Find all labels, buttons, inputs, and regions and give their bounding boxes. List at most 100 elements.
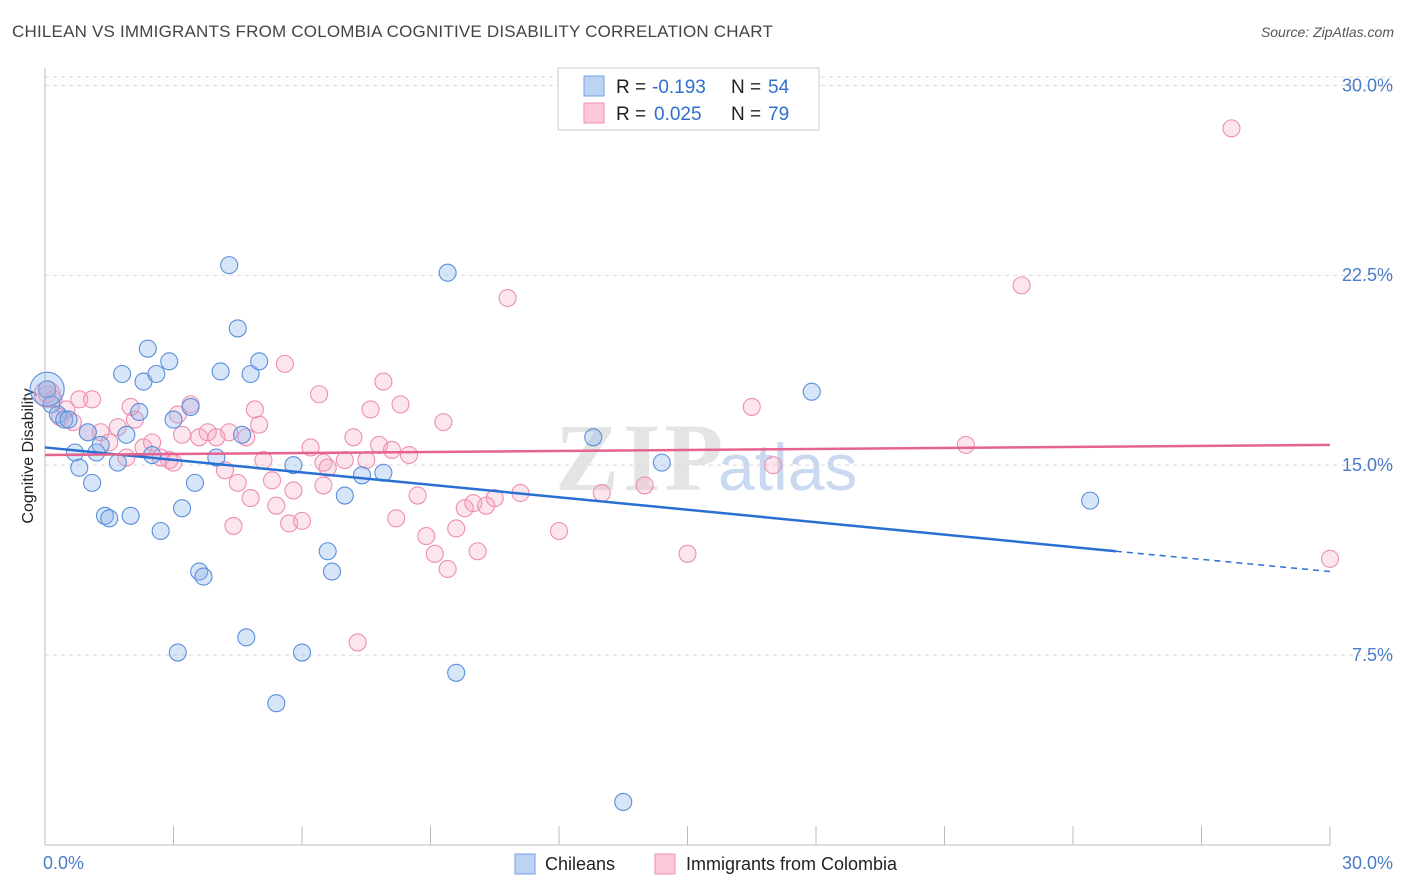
y-tick-label: 22.5%	[1342, 265, 1393, 285]
data-point-chileans	[1081, 491, 1100, 510]
y-axis-label: Cognitive Disability	[20, 388, 37, 523]
data-point-chileans	[147, 364, 166, 384]
colombia-points	[33, 119, 1340, 652]
data-point-colombia	[344, 428, 363, 447]
data-point-colombia	[262, 471, 282, 490]
legend-swatch-colombia	[583, 102, 605, 124]
data-point-chileans	[121, 506, 140, 525]
data-point-chileans	[438, 263, 457, 282]
data-point-chileans	[802, 382, 821, 401]
data-point-chileans	[100, 509, 119, 528]
trend-line-colombia	[44, 443, 1331, 457]
data-point-chileans	[138, 339, 157, 358]
data-point-chileans	[78, 423, 97, 442]
data-point-chileans	[42, 395, 61, 414]
data-point-chileans	[194, 567, 213, 586]
bottom-legend-colombia: Immigrants from Colombia	[686, 854, 898, 874]
data-point-colombia	[250, 415, 269, 434]
data-point-colombia	[382, 440, 402, 460]
data-point-chileans	[652, 453, 671, 472]
data-point-colombia	[173, 425, 192, 444]
legend-swatch-chileans	[583, 75, 605, 97]
trend-lines	[44, 443, 1331, 573]
data-point-colombia	[485, 489, 504, 508]
bottom-legend-chileans: Chileans	[545, 854, 615, 874]
data-point-colombia	[764, 456, 783, 475]
data-point-chileans	[117, 425, 136, 444]
data-point-colombia	[348, 633, 367, 652]
data-point-chileans	[322, 562, 342, 581]
data-point-colombia	[455, 499, 474, 518]
data-point-colombia	[198, 423, 217, 442]
legend-r-value-2: 0.025	[654, 104, 702, 125]
legend-r-value-1: -0.193	[652, 77, 706, 98]
trend-line-chileans	[44, 446, 1116, 553]
data-point-chileans	[447, 663, 466, 682]
data-point-colombia	[241, 489, 260, 508]
data-point-colombia	[335, 451, 354, 470]
data-point-colombia	[164, 453, 183, 472]
data-point-colombia	[408, 486, 427, 505]
data-point-chileans	[250, 352, 269, 371]
data-point-colombia	[374, 372, 393, 391]
data-point-colombia	[400, 445, 419, 465]
data-point-chileans	[164, 410, 183, 429]
data-point-colombia	[228, 473, 247, 492]
data-point-colombia	[468, 542, 487, 561]
trend-line-chileans-extension	[1115, 550, 1331, 573]
data-point-colombia	[742, 397, 761, 416]
y-tick-label: 15.0%	[1342, 455, 1393, 475]
data-point-chileans	[108, 453, 127, 472]
y-tick-label: 30.0%	[1342, 75, 1393, 95]
data-point-chileans	[168, 643, 187, 662]
source-label: Source: ZipAtlas.com	[1260, 24, 1394, 40]
data-point-colombia	[121, 397, 140, 416]
chilean-points	[29, 256, 1100, 812]
data-point-chileans	[173, 499, 192, 518]
y-tick-label: 7.5%	[1352, 645, 1393, 665]
data-point-chileans	[65, 443, 85, 462]
data-point-chileans-large	[29, 371, 65, 407]
data-point-colombia	[635, 476, 654, 495]
data-point-chileans	[237, 628, 256, 647]
data-point-chileans	[352, 466, 372, 485]
data-point-chileans	[83, 473, 102, 492]
data-point-chileans	[38, 380, 57, 399]
data-point-colombia	[447, 519, 466, 538]
data-point-colombia	[70, 390, 89, 409]
data-point-chileans	[232, 425, 252, 444]
data-point-chileans	[130, 402, 149, 422]
legend-n-value-1: 54	[768, 77, 790, 98]
data-point-colombia	[267, 496, 286, 515]
watermark-atlas: atlas	[718, 430, 857, 504]
legend-r-label-1: R =	[616, 77, 646, 98]
data-point-colombia	[83, 390, 102, 409]
data-point-chileans	[185, 473, 204, 492]
data-point-colombia	[310, 385, 329, 404]
data-point-colombia	[549, 521, 569, 541]
data-point-colombia	[245, 400, 264, 419]
data-point-colombia	[1320, 549, 1340, 568]
legend-n-label-2: N =	[731, 104, 761, 125]
data-point-colombia	[224, 516, 243, 535]
watermark-zip: ZIP	[555, 404, 727, 511]
data-point-chileans	[113, 364, 132, 384]
x-ticks	[44, 826, 1331, 845]
data-point-chileans	[267, 694, 286, 713]
stats-legend: R = -0.193 N = 54 R = 0.025 N = 79	[557, 67, 820, 131]
x-tick-label-max: 30.0%	[1342, 853, 1393, 873]
data-point-chileans	[292, 643, 312, 662]
data-point-chileans	[241, 364, 260, 384]
data-point-chileans	[181, 397, 200, 416]
data-point-chileans	[284, 456, 303, 475]
data-point-colombia	[314, 476, 333, 495]
data-point-colombia	[357, 451, 376, 470]
data-point-chileans	[59, 410, 78, 429]
data-point-colombia	[592, 483, 611, 503]
legend-r-label-2: R =	[616, 104, 646, 125]
data-point-colombia	[438, 559, 457, 579]
data-point-chileans	[318, 542, 337, 561]
data-point-colombia	[361, 400, 380, 419]
data-point-colombia	[434, 413, 453, 432]
